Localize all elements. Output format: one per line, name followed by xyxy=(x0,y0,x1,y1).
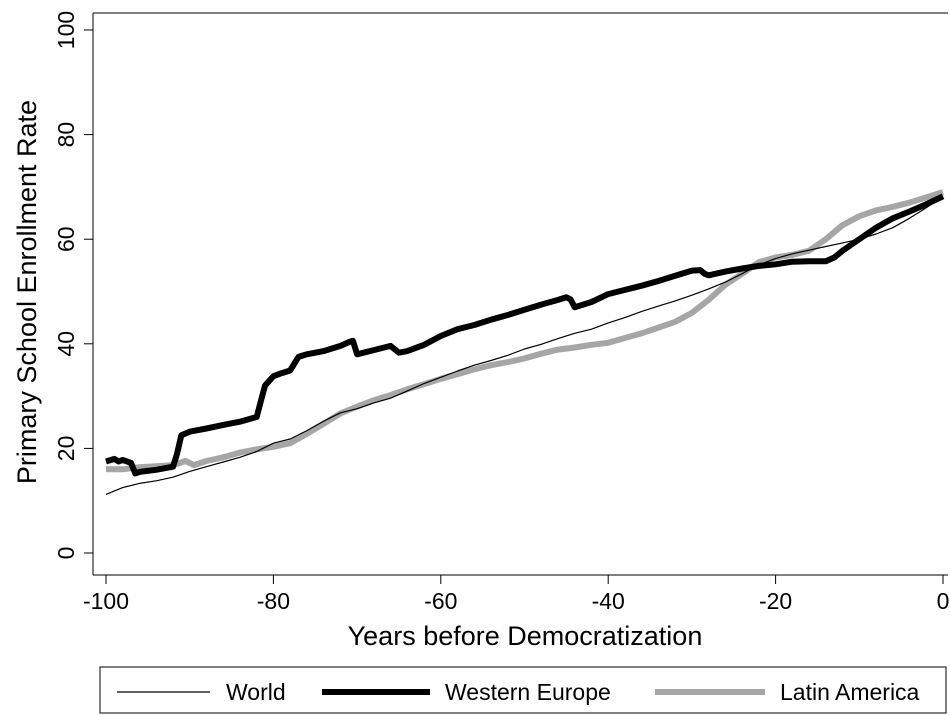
x-axis: -100 -80 -60 -40 -20 0 xyxy=(83,575,949,614)
y-tick-label: 40 xyxy=(53,331,79,357)
x-tick-label: -100 xyxy=(83,588,129,614)
y-axis: 0 20 40 60 80 100 xyxy=(53,11,93,560)
series-line-western-europe xyxy=(105,193,945,477)
legend: World Western Europe Latin America xyxy=(99,666,947,714)
y-tick-label: 0 xyxy=(53,547,79,560)
y-tick-label: 20 xyxy=(53,436,79,462)
x-axis-title: Years before Democratization xyxy=(348,621,703,651)
legend-box xyxy=(99,666,947,714)
y-axis-title: Primary School Enrollment Rate xyxy=(12,100,42,484)
plot-frame xyxy=(92,12,948,576)
x-tick-label: -80 xyxy=(257,588,290,614)
legend-label-western-europe: Western Europe xyxy=(445,679,611,705)
x-tick-label: -40 xyxy=(592,588,625,614)
y-tick-label: 100 xyxy=(53,11,79,49)
x-tick-label: -60 xyxy=(424,588,457,614)
x-tick-label: 0 xyxy=(937,588,950,614)
series-group xyxy=(105,189,945,495)
series-line-latin-america xyxy=(106,189,944,473)
series-line-world xyxy=(105,195,944,495)
y-tick-label: 60 xyxy=(53,226,79,252)
legend-label-world: World xyxy=(226,679,286,705)
y-tick-label: 80 xyxy=(53,122,79,148)
x-tick-label: -20 xyxy=(759,588,792,614)
legend-label-latin-america: Latin America xyxy=(780,679,920,705)
